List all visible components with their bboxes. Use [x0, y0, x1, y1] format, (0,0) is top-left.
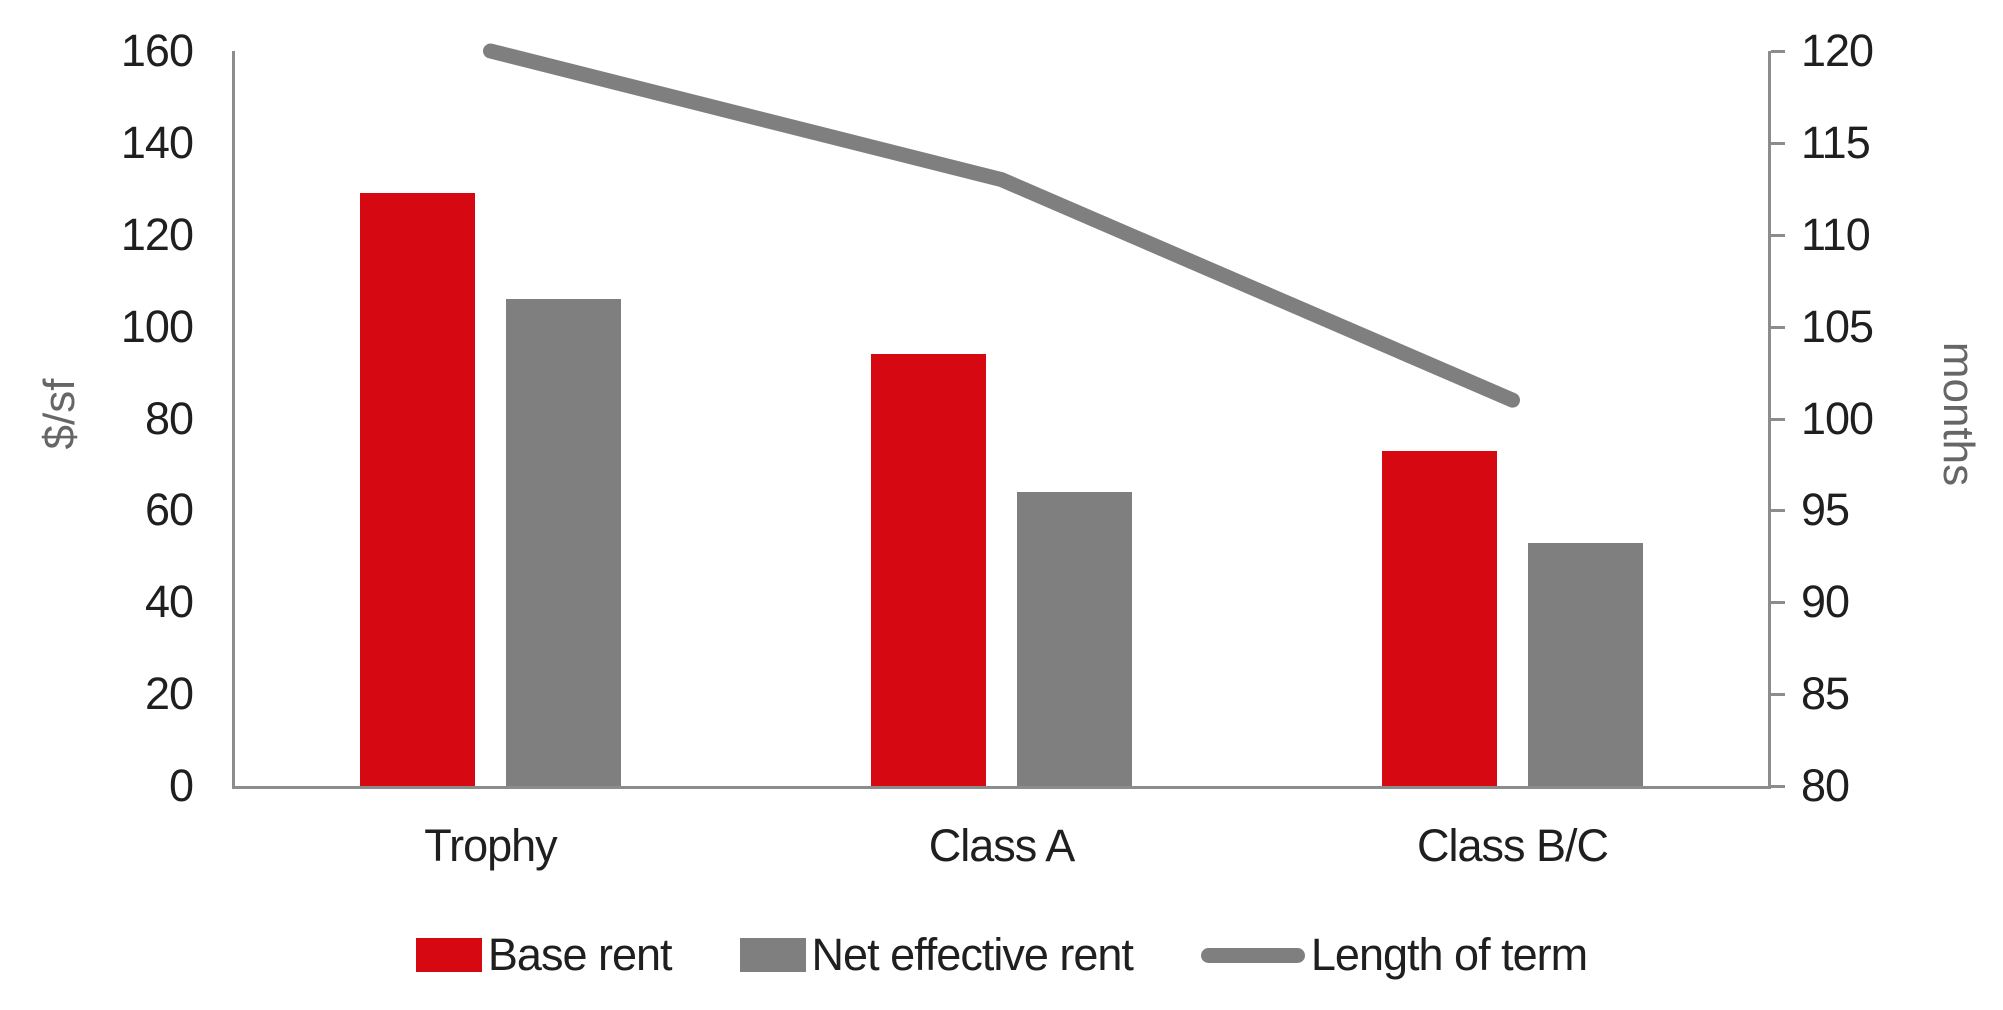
right-axis-tickmark-85 [1771, 693, 1785, 697]
right-axis-tickmark-90 [1771, 601, 1785, 605]
plot-area [235, 43, 1768, 786]
length-of-term-line [483, 43, 1520, 408]
left-axis-tick-120: 120 [120, 208, 194, 260]
right-axis-tick-120: 120 [1801, 25, 1874, 76]
bar-net-effective-rent-trophy [506, 299, 621, 786]
right-axis-tickmark-105 [1771, 325, 1785, 329]
right-axis-tickmark-115 [1771, 141, 1785, 145]
legend-label: Length of term [1310, 929, 1588, 980]
right-axis-tick-95: 95 [1801, 484, 1850, 536]
category-label-trophy: Trophy [424, 820, 557, 871]
right-axis-tickmark-100 [1771, 417, 1785, 421]
legend-item-base-rent: Base rent [415, 929, 673, 981]
legend-line-marker [1200, 947, 1305, 963]
right-axis-tickmark-120 [1771, 50, 1785, 53]
right-axis-tick-110: 110 [1801, 208, 1871, 260]
left-axis-tick-140: 140 [120, 116, 194, 168]
left-axis-tick-20: 20 [144, 668, 194, 720]
legend-label: Base rent [487, 929, 673, 980]
right-axis-tickmark-80 [1771, 785, 1785, 788]
category-label-class-a: Class A [928, 820, 1076, 871]
right-axis-tick-80: 80 [1801, 760, 1850, 811]
bar-net-effective-rent-class-b-c [1528, 542, 1643, 786]
legend-item-length-of-term: Length of term [1200, 929, 1588, 981]
legend-label: Net effective rent [811, 929, 1134, 980]
right-axis-tick-105: 105 [1801, 300, 1874, 352]
right-axis-tick-90: 90 [1801, 576, 1850, 628]
right-axis-tick-115: 115 [1801, 116, 1871, 168]
bottom-axis-line [232, 786, 1771, 789]
legend: Base rent Net effective rent Length of ter… [235, 925, 1768, 985]
right-axis-tick-100: 100 [1801, 392, 1874, 444]
bar-net-effective-rent-class-a [1017, 492, 1132, 786]
left-axis-tick-80: 80 [144, 392, 194, 444]
legend-item-net-effective-rent: Net effective rent [739, 929, 1134, 981]
category-label-class-b-c: Class B/C [1416, 820, 1609, 871]
left-axis-tick-40: 40 [144, 576, 194, 628]
right-axis-tickmark-95 [1771, 509, 1785, 513]
right-axis-tick-85: 85 [1801, 668, 1850, 720]
legend-swatch [415, 938, 482, 972]
bar-base-rent-trophy [360, 193, 475, 786]
left-axis-tick-0: 0 [168, 760, 194, 811]
left-axis-tick-160: 160 [120, 25, 194, 76]
left-axis-tick-100: 100 [120, 300, 194, 352]
legend-swatch [739, 938, 806, 972]
right-axis-title: months [1934, 341, 1983, 486]
length-of-term-line-layer [483, 43, 1520, 408]
left-axis-tick-60: 60 [144, 484, 194, 536]
bar-base-rent-class-b-c [1382, 450, 1497, 786]
right-axis-line [1768, 51, 1771, 789]
right-axis-tickmark-110 [1771, 233, 1785, 237]
bar-base-rent-class-a [871, 354, 986, 786]
left-axis-line [232, 51, 235, 789]
